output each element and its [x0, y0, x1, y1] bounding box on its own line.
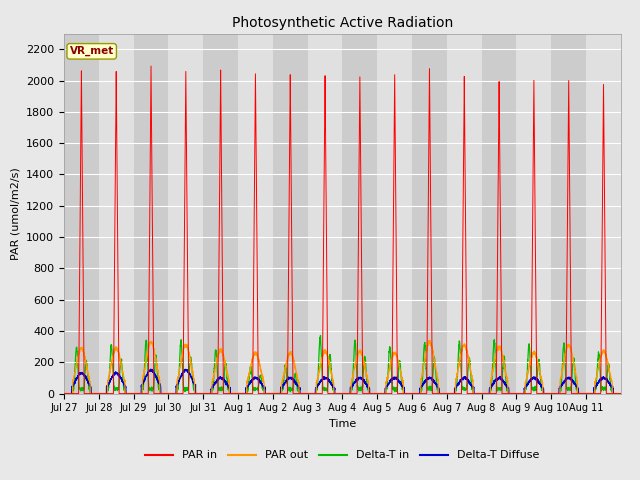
Delta-T in	[537, 380, 545, 386]
PAR out	[495, 344, 503, 349]
Line: PAR in: PAR in	[64, 66, 621, 394]
Bar	[168, 34, 204, 394]
Delta-T Diffuse	[364, 384, 371, 389]
PAR in	[617, 391, 625, 396]
Bar	[99, 34, 134, 394]
Delta-T Diffuse	[175, 377, 183, 383]
Delta-T Diffuse	[617, 391, 625, 396]
Delta-T Diffuse	[495, 376, 503, 382]
Delta-T in	[617, 391, 625, 396]
PAR out	[617, 391, 625, 396]
Delta-T in	[317, 333, 324, 338]
Delta-T Diffuse	[523, 382, 531, 388]
Bar	[481, 34, 516, 394]
Bar	[204, 34, 238, 394]
Bar	[516, 34, 551, 394]
Delta-T in	[364, 381, 371, 387]
Bar	[377, 34, 412, 394]
Legend: PAR in, PAR out, Delta-T in, Delta-T Diffuse: PAR in, PAR out, Delta-T in, Delta-T Dif…	[141, 446, 544, 465]
Bar	[447, 34, 481, 394]
Y-axis label: PAR (umol/m2/s): PAR (umol/m2/s)	[10, 167, 20, 260]
Bar	[134, 34, 168, 394]
Bar	[273, 34, 308, 394]
Bar	[342, 34, 377, 394]
Delta-T Diffuse	[60, 391, 68, 396]
Delta-T in	[393, 387, 401, 393]
Bar	[551, 34, 586, 394]
PAR out	[363, 374, 371, 380]
Delta-T in	[175, 362, 183, 368]
Bar	[412, 34, 447, 394]
PAR in	[364, 391, 371, 396]
PAR out	[426, 337, 433, 343]
Bar	[308, 34, 342, 394]
Bar	[586, 34, 621, 394]
PAR in	[495, 92, 503, 98]
Delta-T in	[495, 385, 503, 391]
PAR in	[537, 391, 545, 396]
PAR out	[537, 373, 545, 379]
X-axis label: Time: Time	[329, 419, 356, 429]
Bar	[238, 34, 273, 394]
PAR in	[393, 336, 401, 341]
Delta-T in	[60, 391, 68, 396]
PAR out	[523, 375, 531, 381]
PAR in	[176, 391, 184, 396]
PAR out	[175, 367, 183, 373]
PAR out	[60, 391, 68, 396]
Line: Delta-T Diffuse: Delta-T Diffuse	[64, 369, 621, 394]
PAR in	[147, 63, 155, 69]
Delta-T in	[523, 382, 531, 388]
Bar	[64, 34, 99, 394]
Delta-T Diffuse	[181, 366, 189, 372]
Text: VR_met: VR_met	[70, 46, 114, 57]
Line: Delta-T in: Delta-T in	[64, 336, 621, 394]
Line: PAR out: PAR out	[64, 340, 621, 394]
Title: Photosynthetic Active Radiation: Photosynthetic Active Radiation	[232, 16, 453, 30]
PAR in	[60, 391, 68, 396]
Delta-T Diffuse	[537, 381, 545, 387]
PAR out	[393, 353, 401, 359]
Delta-T Diffuse	[393, 375, 401, 381]
PAR in	[523, 391, 531, 396]
